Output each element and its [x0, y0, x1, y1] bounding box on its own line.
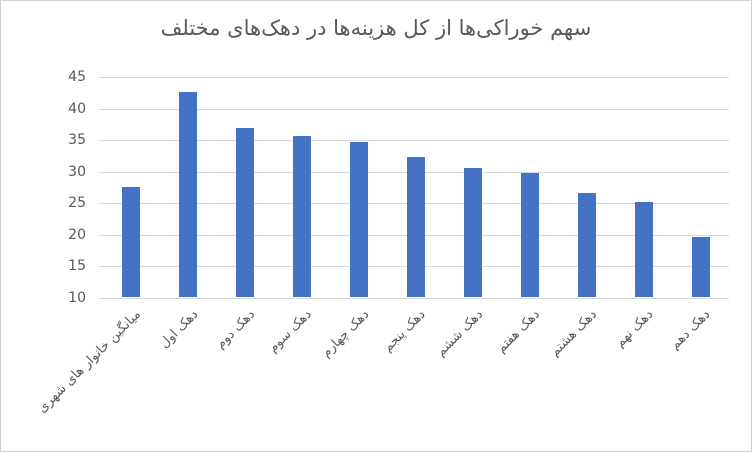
gridline: [99, 298, 729, 299]
bar: [464, 167, 483, 297]
gridline: [99, 140, 729, 142]
bar: [521, 172, 540, 297]
x-tick-label: میانگین خانوار های شهری: [34, 307, 145, 417]
x-tick-label: دهک سوم: [266, 307, 315, 356]
x-tick-label: دهک دوم: [213, 307, 258, 352]
gridline: [99, 77, 729, 78]
x-tick-label: دهک هفتم: [493, 307, 543, 357]
bar: [236, 127, 255, 297]
y-tick-label: 45: [68, 69, 86, 85]
gridline: [99, 108, 729, 110]
y-tick-label: 40: [68, 100, 86, 117]
y-tick-label: 20: [68, 226, 86, 243]
plot-area: [99, 77, 729, 299]
bar: [179, 91, 198, 297]
bar: [578, 192, 597, 297]
x-tick-label: دهک هشتم: [547, 307, 600, 360]
y-tick-label: 25: [68, 195, 86, 212]
x-tick-label: دهک اول: [156, 307, 202, 352]
x-tick-label: دهک چهارم: [318, 307, 372, 361]
chart-title: سهم خوراکی‌ها از کل هزینه‌ها در دهک‌های …: [160, 16, 592, 40]
bar: [350, 142, 369, 297]
x-tick-label: دهک دهم: [667, 307, 714, 353]
y-tick-label: 10: [68, 290, 86, 306]
y-tick-label: 35: [68, 132, 86, 149]
bar: [293, 136, 312, 297]
y-tick-label: 15: [68, 258, 86, 275]
bar: [122, 186, 141, 297]
bar: [691, 237, 710, 297]
bar: [635, 202, 654, 297]
y-axis: 45 40 35 30 25 20 15 10: [1, 69, 86, 306]
y-tick-label: 30: [68, 163, 86, 180]
bar: [407, 156, 426, 297]
x-tick-label: دهک ششم: [433, 307, 486, 360]
x-tick-label: دهک پنجم: [380, 307, 429, 356]
x-tick-label: دهک نهم: [613, 307, 657, 351]
